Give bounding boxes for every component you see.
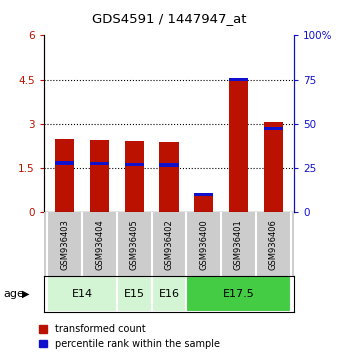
Bar — [90, 139, 109, 212]
Text: GDS4591 / 1447947_at: GDS4591 / 1447947_at — [92, 12, 246, 25]
Text: GSM936401: GSM936401 — [234, 219, 243, 270]
Bar — [160, 164, 178, 167]
Text: GSM936400: GSM936400 — [199, 219, 208, 270]
Bar — [194, 193, 213, 212]
Bar — [55, 161, 74, 165]
Bar — [117, 276, 152, 312]
Text: GSM936404: GSM936404 — [95, 219, 104, 270]
Bar — [186, 276, 291, 312]
Bar — [229, 78, 248, 81]
Bar — [152, 276, 186, 312]
Text: E14: E14 — [72, 289, 93, 299]
Bar — [194, 193, 213, 196]
Text: E16: E16 — [159, 289, 179, 299]
Bar — [55, 139, 74, 212]
Text: GSM936402: GSM936402 — [165, 219, 173, 270]
Bar — [264, 122, 283, 212]
Bar — [47, 276, 117, 312]
Text: ▶: ▶ — [22, 289, 29, 299]
Text: E15: E15 — [124, 289, 145, 299]
Text: GSM936403: GSM936403 — [60, 219, 69, 270]
Text: E17.5: E17.5 — [223, 289, 255, 299]
Text: GSM936405: GSM936405 — [130, 219, 139, 270]
Bar — [160, 142, 178, 212]
Bar — [125, 162, 144, 166]
Bar — [229, 78, 248, 212]
Bar — [90, 162, 109, 166]
Bar — [125, 141, 144, 212]
Legend: transformed count, percentile rank within the sample: transformed count, percentile rank withi… — [39, 324, 220, 349]
Text: age: age — [3, 289, 24, 299]
Text: GSM936406: GSM936406 — [269, 219, 278, 270]
Bar — [264, 127, 283, 130]
